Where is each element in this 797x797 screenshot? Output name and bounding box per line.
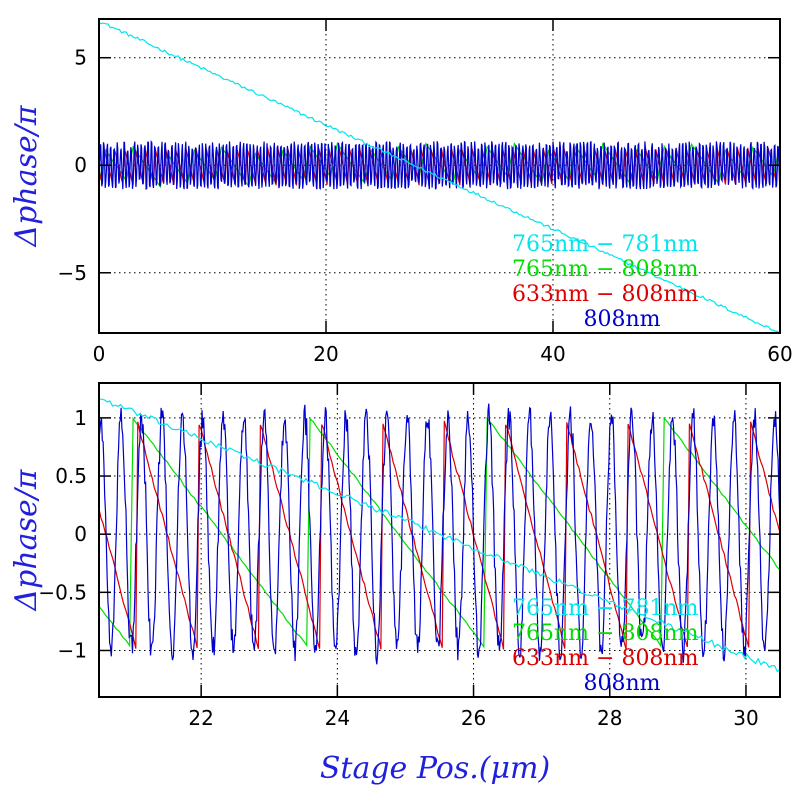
bottom-y-axis-title: Δphase/π	[9, 468, 44, 611]
top-ytick-label-0: −5	[58, 261, 87, 285]
bottom-plot-frame	[98, 382, 781, 698]
bottom-ytick-label-0: −1	[58, 638, 87, 662]
top-legend-entry-3: 808nm	[583, 307, 660, 332]
top-ytick-label-1: 0	[74, 153, 87, 177]
top-series-group	[99, 22, 780, 333]
bottom-xtick-label-3: 28	[597, 706, 622, 730]
top-ytick-label-2: 5	[74, 46, 87, 70]
bottom-series-765-781	[99, 398, 780, 673]
bottom-ytick-label-4: 1	[74, 406, 87, 430]
bottom-legend-entry-3: 808nm	[583, 671, 660, 696]
bottom-ytick-label-1: −0.5	[38, 580, 87, 604]
top-legend-entry-0: 765nm − 781nm	[512, 232, 699, 257]
top-xtick-label-3: 60	[767, 342, 792, 366]
top-xtick-label-1: 20	[313, 342, 338, 366]
bottom-series-808	[99, 403, 780, 665]
bottom-xtick-label-0: 22	[188, 706, 213, 730]
bottom-xtick-label-1: 24	[325, 706, 350, 730]
top-series-808	[99, 140, 780, 191]
top-plot-frame	[98, 18, 781, 334]
bottom-legend-entry-1: 765nm − 808nm	[512, 621, 699, 646]
bottom-series-group	[99, 398, 780, 673]
bottom-legend-entry-0: 765nm − 781nm	[512, 596, 699, 621]
bottom-xtick-label-2: 26	[461, 706, 486, 730]
top-y-axis-title: Δphase/π	[9, 104, 44, 247]
bottom-ytick-label-3: 0.5	[55, 464, 87, 488]
top-legend-entry-1: 765nm − 808nm	[512, 257, 699, 282]
bottom-legend-entry-2: 633nm − 808nm	[512, 646, 699, 671]
top-legend-entry-2: 633nm − 808nm	[512, 282, 699, 307]
bottom-ytick-label-2: 0	[74, 522, 87, 546]
top-series-765-781	[99, 22, 780, 333]
x-axis-title: Stage Pos.(μm)	[320, 751, 550, 786]
bottom-series-765-808	[99, 416, 780, 649]
top-xtick-label-0: 0	[93, 342, 106, 366]
bottom-xtick-label-4: 30	[733, 706, 758, 730]
top-xtick-label-2: 40	[540, 342, 565, 366]
bottom-panel: 22 24 26 28 30 −1 −0.5 0 0.5 1 Δphase/π 765nm − 781…	[9, 382, 781, 730]
